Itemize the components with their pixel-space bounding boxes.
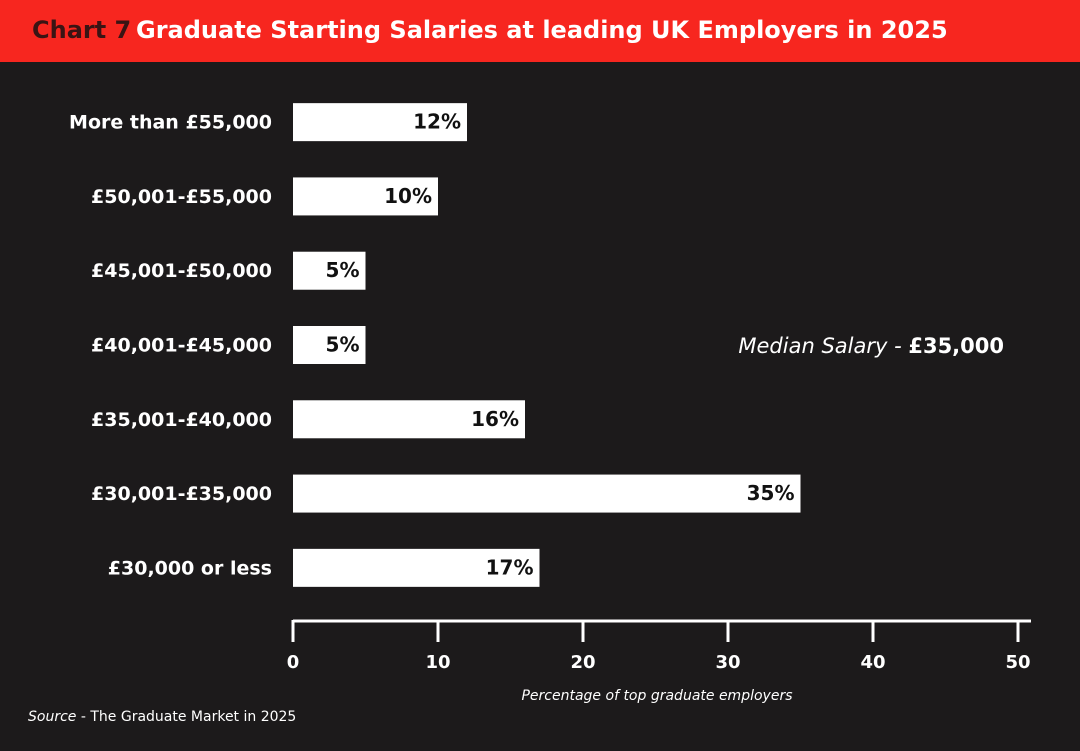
bar: [293, 548, 540, 587]
value-label: 17%: [486, 555, 534, 579]
bar: [293, 251, 366, 290]
x-tick-label: 0: [287, 652, 300, 673]
x-tick-label: 50: [1005, 652, 1030, 673]
y-tick-label: £40,001-£45,000: [91, 335, 272, 357]
value-label: 12%: [413, 110, 461, 134]
annotation-value: £35,000: [908, 334, 1004, 358]
source: Source - The Graduate Market in 2025: [28, 709, 296, 725]
x-axis-label: Percentage of top graduate employers: [521, 688, 792, 704]
x-tick-label: 40: [860, 652, 885, 673]
value-label: 5%: [326, 258, 360, 282]
source-text: - The Graduate Market in 2025: [76, 709, 296, 725]
y-tick-label: More than £55,000: [69, 112, 272, 134]
x-tick-label: 20: [570, 652, 595, 673]
y-tick-label: £45,001-£50,000: [91, 260, 272, 282]
value-label: 16%: [471, 407, 519, 431]
value-label: 10%: [384, 184, 432, 208]
header-band: [0, 0, 1080, 62]
bar: [293, 474, 801, 513]
annotation-text: Median Salary -: [738, 334, 908, 358]
value-label: 5%: [326, 333, 360, 357]
y-tick-label: £50,001-£55,000: [91, 186, 272, 208]
x-tick-label: 10: [425, 652, 450, 673]
bar: [293, 400, 525, 439]
y-tick-label: £30,001-£35,000: [91, 483, 272, 505]
x-tick-label: 30: [715, 652, 740, 673]
bar: [293, 103, 467, 142]
y-tick-label: £30,000 or less: [108, 557, 272, 579]
value-label: 35%: [747, 481, 795, 505]
chart-label: Chart 7: [32, 16, 131, 44]
source-label: Source: [28, 709, 76, 725]
annotation: Median Salary - £35,000: [738, 334, 1004, 358]
bar: [293, 177, 438, 216]
chart-title: Graduate Starting Salaries at leading UK…: [136, 16, 948, 44]
bar: [293, 326, 366, 364]
y-tick-label: £35,001-£40,000: [91, 409, 272, 431]
